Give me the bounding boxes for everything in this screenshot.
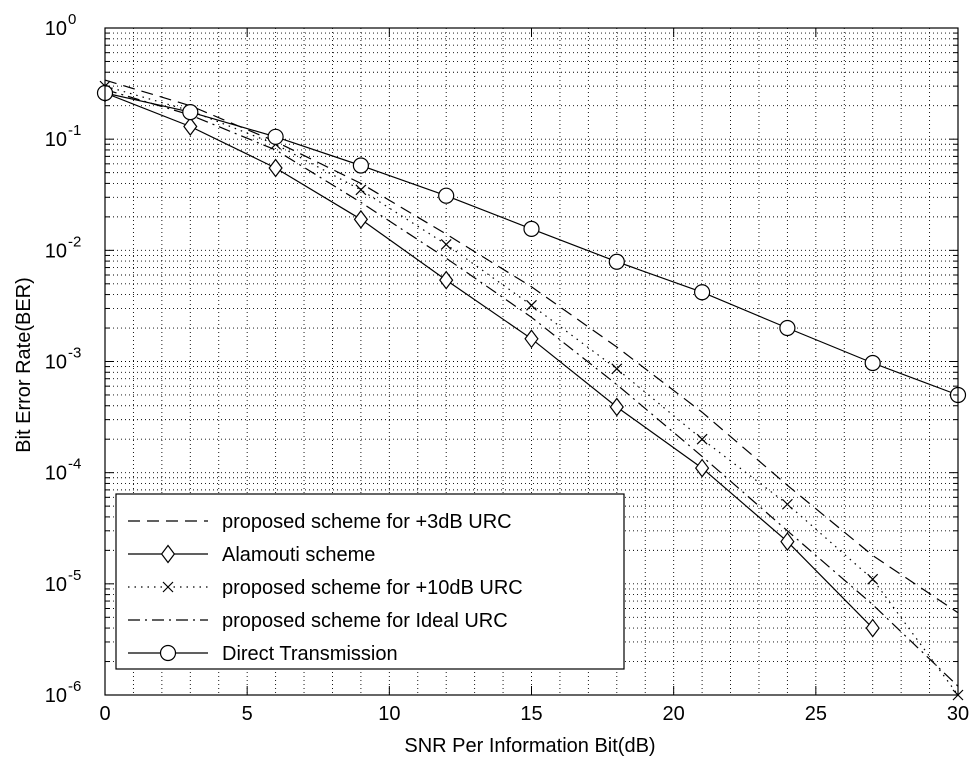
legend-label: proposed scheme for +3dB URC bbox=[222, 511, 512, 533]
series-point bbox=[780, 532, 795, 552]
series-layer bbox=[96, 79, 967, 701]
y-tick-exponent: -6 bbox=[68, 678, 81, 695]
series-point bbox=[867, 573, 879, 585]
series-point bbox=[183, 116, 198, 136]
series-point bbox=[439, 270, 454, 290]
series-point bbox=[864, 354, 881, 372]
series-point bbox=[268, 158, 283, 178]
series-point bbox=[694, 458, 710, 478]
x-tick-label: 15 bbox=[520, 703, 542, 725]
y-tick-exponent: -5 bbox=[68, 567, 81, 584]
legend-marker bbox=[162, 581, 174, 593]
series-point bbox=[611, 363, 623, 375]
series-line bbox=[104, 88, 959, 687]
y-tick-exponent: -4 bbox=[68, 456, 81, 473]
y-tick-exponent: 0 bbox=[68, 11, 76, 28]
x-tick-label: 0 bbox=[99, 703, 110, 725]
series-point bbox=[693, 284, 711, 301]
legend-marker bbox=[160, 544, 176, 564]
legend-box bbox=[115, 493, 625, 670]
y-tick-label: 10 bbox=[45, 685, 67, 707]
y-tick-label: 10 bbox=[45, 129, 67, 151]
x-tick-label: 5 bbox=[242, 703, 253, 725]
ticks bbox=[104, 27, 959, 696]
y-axis-label: Bit Error Rate(BER) bbox=[13, 277, 35, 453]
plot-frame bbox=[104, 27, 959, 696]
series-point bbox=[440, 239, 452, 250]
series-point bbox=[696, 433, 708, 445]
series-point bbox=[779, 319, 796, 337]
series-point bbox=[355, 184, 367, 196]
series-point bbox=[352, 157, 369, 174]
series-1 bbox=[97, 83, 880, 638]
y-tick-exponent: -3 bbox=[68, 345, 81, 362]
legend-marker bbox=[159, 644, 177, 662]
series-point bbox=[182, 104, 199, 121]
y-tick-label: 10 bbox=[45, 18, 67, 40]
legend-label: proposed scheme for Ideal URC bbox=[222, 610, 508, 632]
y-tick-exponent: -1 bbox=[68, 122, 81, 139]
y-tick-label: 10 bbox=[45, 463, 67, 485]
series-point bbox=[438, 187, 455, 204]
series-line bbox=[104, 85, 959, 696]
series-point bbox=[609, 397, 624, 417]
series-point bbox=[608, 253, 625, 270]
series-4 bbox=[96, 84, 967, 404]
x-tick-label: 20 bbox=[663, 703, 685, 725]
series-point bbox=[524, 329, 539, 349]
y-tick-label: 10 bbox=[45, 240, 67, 262]
series-point bbox=[781, 498, 793, 510]
y-tick-label: 10 bbox=[45, 574, 67, 596]
y-tick-label: 10 bbox=[45, 352, 67, 374]
x-tick-label: 30 bbox=[947, 703, 969, 725]
y-tick-exponent: -2 bbox=[68, 233, 81, 250]
series-point bbox=[865, 618, 880, 638]
x-tick-label: 10 bbox=[378, 703, 400, 725]
series-line bbox=[104, 92, 874, 629]
legend-label: Alamouti scheme bbox=[222, 544, 375, 566]
legend-label: proposed scheme for +10dB URC bbox=[222, 577, 523, 599]
series-point bbox=[526, 299, 537, 311]
series-point bbox=[267, 128, 284, 145]
legend: proposed scheme for +3dB URC Alamouti sch… bbox=[115, 493, 625, 670]
x-tick-label: 25 bbox=[805, 703, 827, 725]
series-point bbox=[523, 220, 540, 237]
x-axis-label: SNR Per Information Bit(dB) bbox=[404, 735, 655, 757]
series-3 bbox=[104, 88, 959, 687]
series-0 bbox=[104, 79, 959, 614]
legend-label: Direct Transmission bbox=[222, 643, 398, 665]
series-line bbox=[104, 79, 959, 614]
series-point bbox=[353, 209, 369, 229]
